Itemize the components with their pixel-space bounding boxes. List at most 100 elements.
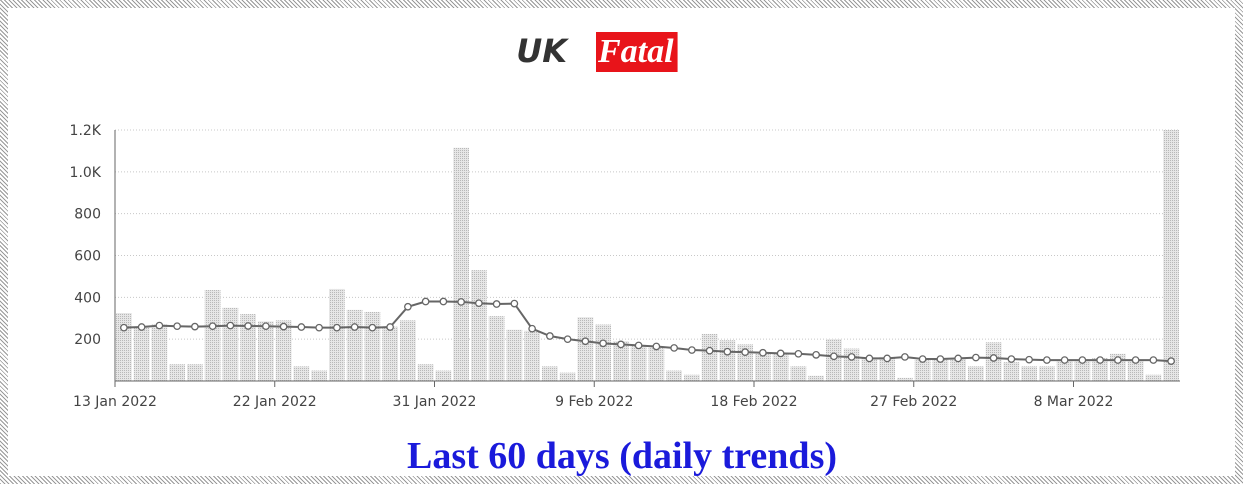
trend-point — [688, 346, 696, 354]
y-tick-label: 400 — [74, 290, 101, 306]
trend-point — [865, 354, 874, 363]
trend-point — [262, 322, 270, 331]
bar — [1003, 362, 1020, 381]
trend-point — [137, 323, 146, 331]
bar — [701, 333, 718, 381]
bar — [755, 353, 771, 381]
bar — [1021, 366, 1037, 381]
chart-title: UK Fatal — [516, 32, 678, 72]
bar — [1074, 361, 1091, 381]
trend-point — [546, 332, 554, 340]
x-tick-label: 27 Feb 2022 — [870, 394, 957, 410]
bar — [861, 357, 878, 381]
trend-point — [1043, 356, 1051, 364]
trend-point — [759, 348, 767, 357]
title-part: UK — [516, 32, 569, 70]
bar — [311, 370, 327, 381]
trend-point — [457, 298, 465, 306]
trend-point — [883, 354, 891, 363]
bar — [116, 313, 132, 381]
trend-point — [191, 322, 199, 331]
trend-point — [1025, 355, 1033, 364]
trend-point — [705, 346, 714, 355]
bar — [471, 270, 487, 381]
trend-point — [1096, 356, 1104, 364]
bar — [772, 353, 789, 381]
trend-point — [1060, 356, 1069, 364]
bar — [808, 375, 824, 381]
bar — [524, 330, 540, 381]
bar — [275, 320, 292, 381]
trend-point — [510, 299, 519, 308]
bar — [382, 326, 398, 381]
trend-point — [634, 341, 643, 350]
bar — [400, 320, 416, 381]
bar — [133, 326, 150, 381]
trend-point — [155, 321, 164, 330]
bar — [329, 288, 345, 381]
trend-point — [563, 335, 572, 344]
title-part: Fatal — [597, 33, 674, 70]
title-highlight — [596, 32, 678, 72]
bar — [1163, 130, 1179, 381]
bar — [506, 329, 523, 381]
bar — [879, 356, 895, 381]
trend-point — [279, 322, 288, 331]
bar — [914, 360, 931, 381]
bar — [595, 324, 611, 381]
trend-point — [475, 299, 483, 308]
trend-point — [297, 323, 306, 331]
trend-point — [670, 344, 678, 352]
trend-point — [1149, 356, 1158, 364]
trend-point — [741, 348, 749, 356]
trend-point — [830, 352, 838, 361]
trend-point — [404, 302, 412, 311]
bar — [417, 364, 434, 381]
trend-point — [794, 349, 803, 358]
bar — [613, 341, 629, 381]
x-tick-label: 31 Jan 2022 — [393, 394, 477, 410]
trend-point — [421, 297, 430, 306]
bar — [1092, 357, 1108, 381]
trend-point — [847, 353, 856, 361]
x-tick-label: 13 Jan 2022 — [73, 394, 157, 410]
bar — [1056, 361, 1073, 381]
bar — [222, 307, 239, 381]
trend-point — [386, 323, 394, 331]
x-tick-label: 18 Feb 2022 — [710, 394, 797, 410]
bar — [542, 366, 558, 381]
bar — [719, 340, 736, 381]
bar — [169, 364, 185, 381]
y-tick-label: 1.2K — [70, 123, 102, 139]
y-tick-label: 600 — [74, 249, 101, 265]
bar — [1039, 366, 1055, 381]
trend-point — [901, 353, 909, 361]
bar — [684, 374, 700, 381]
trend-point — [989, 354, 998, 362]
bar — [968, 366, 984, 381]
trend-point — [208, 322, 217, 331]
bar — [897, 377, 913, 381]
trend-point — [1007, 355, 1016, 363]
trend-point — [776, 349, 785, 358]
trend-point — [368, 323, 377, 332]
bar — [737, 344, 753, 381]
bar — [630, 345, 647, 381]
bar — [435, 370, 452, 381]
trend-point — [918, 355, 927, 363]
trend-point — [492, 300, 501, 308]
bar — [187, 364, 203, 381]
trend-point — [1078, 356, 1087, 364]
bar — [258, 321, 274, 381]
bar — [488, 316, 505, 381]
bar — [1145, 374, 1162, 381]
trend-point — [173, 322, 181, 331]
trend-point — [333, 323, 341, 332]
trend-point — [936, 355, 945, 363]
trend-point — [1131, 356, 1140, 364]
trend-point — [972, 353, 980, 362]
bar — [666, 370, 682, 381]
bar — [151, 324, 168, 381]
y-tick-label: 200 — [74, 332, 101, 348]
